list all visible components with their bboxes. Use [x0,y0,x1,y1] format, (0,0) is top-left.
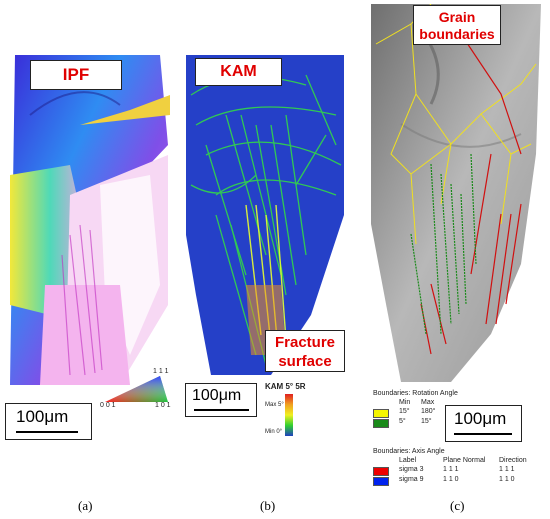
axis-row1-normal: 1 1 1 [443,466,459,473]
rotation-header-max: Max [421,399,435,406]
axis-row2-label: sigma 9 [399,476,424,483]
kam-min-label: Min 0° [265,429,283,435]
scale-box-a: 100μm [5,403,92,440]
ipf-triangle-legend: 1 1 1 0 0 1 1 0 1 [100,368,175,409]
axis-header-label: Label [399,457,417,464]
triangle-corner-top: 1 1 1 [153,368,169,375]
axis-header-direction: Direction [499,457,527,464]
grain-boundary-map [371,4,541,382]
rotation-legend-title: Boundaries: Rotation Angle [373,390,458,397]
axis-row1-direction: 1 1 1 [499,466,515,473]
rotation-row2-min: 5° [399,418,406,425]
fracture-surface-label: Fracture surface [265,330,345,372]
scale-text-c: 100μm [454,409,507,428]
kam-legend-title: KAM 5° 5R [265,382,306,391]
scale-bar-b [194,409,249,411]
axis-row2-direction: 1 1 0 [499,476,515,483]
axis-angle-legend: Boundaries: Axis Angle Label Plane Norma… [373,448,548,493]
panel-b: KAM Fracture surface 100μm KAM 5° 5R Max… [180,0,365,519]
caption-a: (a) [78,498,93,513]
scale-text-b: 100μm [192,387,242,404]
triangle-corner-right: 1 0 1 [155,402,171,409]
scale-box-b: 100μm [185,383,257,417]
grain-boundaries-label: Grain boundaries [413,5,501,45]
grain-boundaries-text: Grain boundaries [419,9,495,42]
caption-c: (c) [450,498,465,513]
axis-row2-normal: 1 1 0 [443,476,459,483]
scale-box-c: 100μm [445,405,522,442]
panel-a: IPF 100μm 1 1 1 0 0 1 1 0 1 (a) [0,0,180,519]
kam-legend: KAM 5° 5R Max 5° Min 0° [265,382,365,442]
axis-legend-title: Boundaries: Axis Angle [373,448,445,455]
ipf-map [10,55,170,390]
axis-header-normal: Plane Normal [443,457,486,464]
panel-c: Grain boundaries 100μm Boundaries: Rotat… [365,0,550,519]
axis-swatch-sigma9 [373,477,389,486]
scale-bar-a [16,431,78,433]
rotation-swatch-low [373,419,389,428]
rotation-angle-legend: Boundaries: Rotation Angle Min Max 15° 1… [373,390,458,430]
kam-map [186,55,344,375]
triangle-corner-left: 0 0 1 [100,402,116,409]
scale-bar-c [454,433,512,435]
axis-swatch-sigma3 [373,467,389,476]
scale-text-a: 100μm [16,407,69,426]
axis-row1-label: sigma 3 [399,466,424,473]
caption-b: (b) [260,498,276,513]
rotation-row1-min: 15° [399,408,410,415]
rotation-row1-max: 180° [421,408,436,415]
rotation-header-min: Min [399,399,411,406]
ipf-label: IPF [30,60,122,90]
rotation-row2-max: 15° [421,418,432,425]
kam-color-bar [285,394,293,436]
rotation-swatch-high [373,409,389,418]
fracture-surface-text: Fracture surface [274,334,336,370]
kam-label: KAM [195,58,282,86]
kam-max-label: Max 5° [265,402,284,408]
